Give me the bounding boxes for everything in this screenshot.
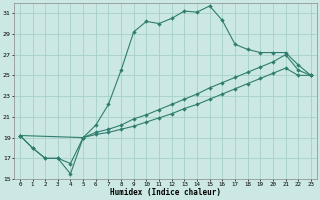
X-axis label: Humidex (Indice chaleur): Humidex (Indice chaleur) <box>110 188 221 197</box>
